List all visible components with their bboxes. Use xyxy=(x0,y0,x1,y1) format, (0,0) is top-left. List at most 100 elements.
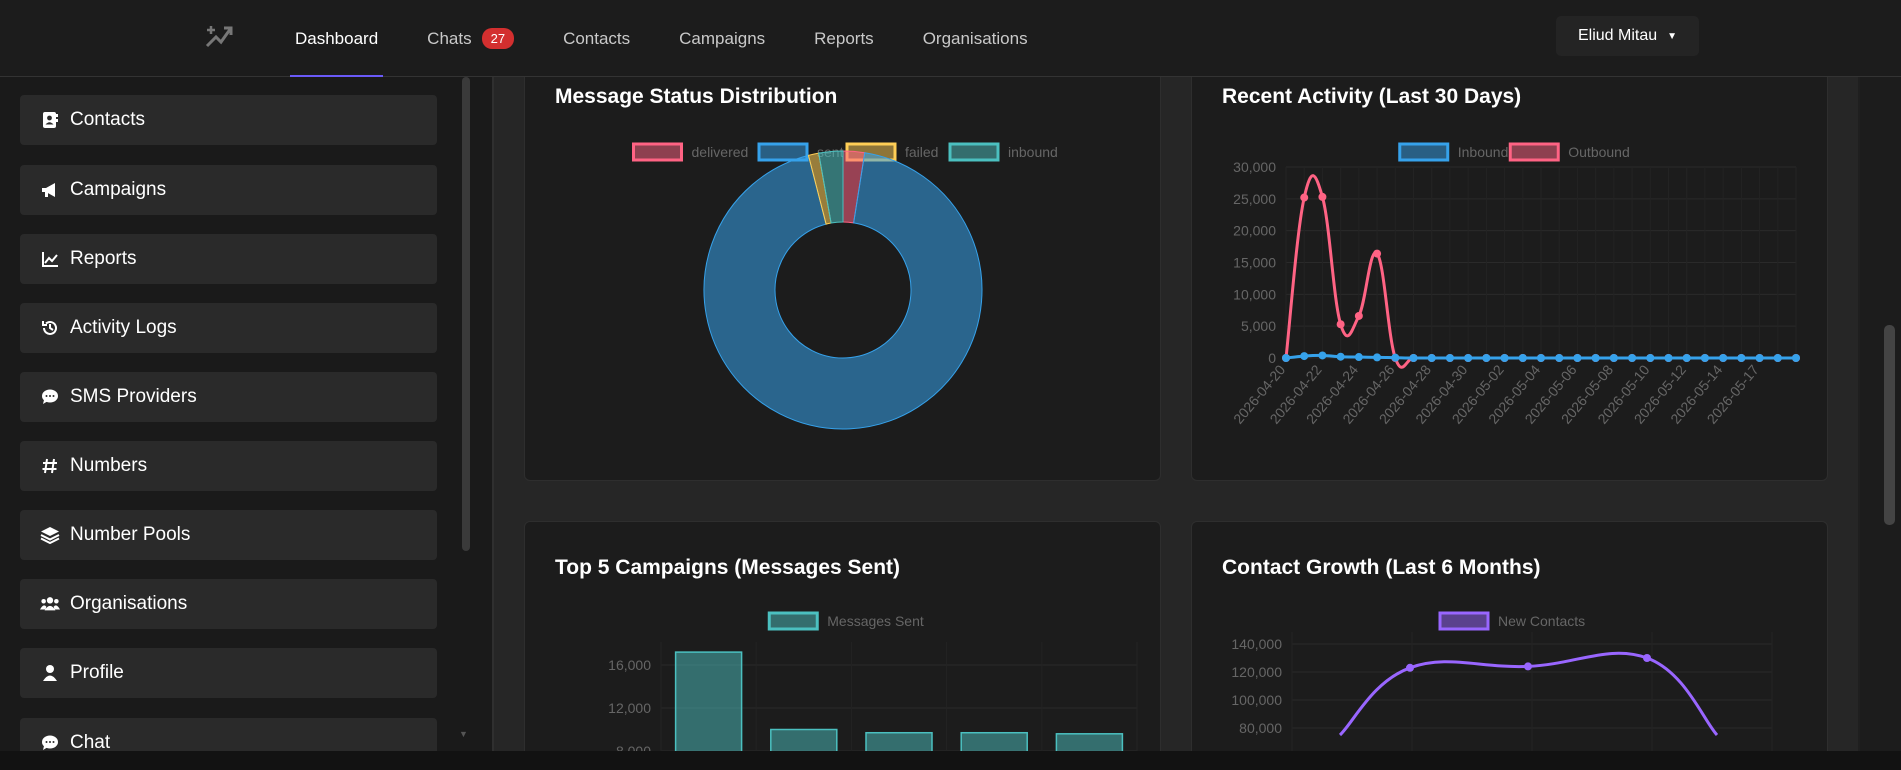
sidebar-item-label: Activity Logs xyxy=(70,317,177,338)
y-tick-label: 10,000 xyxy=(1233,286,1276,302)
nav-label: Dashboard xyxy=(295,28,379,48)
top-navbar: Dashboard Chats 27 Contacts Campaigns Rep… xyxy=(0,0,1901,77)
data-point xyxy=(1354,353,1363,362)
sidebar-item-number-pools[interactable]: Number Pools xyxy=(20,510,437,560)
data-point xyxy=(1445,354,1454,362)
data-point xyxy=(1318,192,1327,201)
nav-organisations[interactable]: Organisations xyxy=(918,0,1033,77)
contact-growth-card: Contact Growth (Last 6 Months) New Conta… xyxy=(1191,521,1828,751)
main-nav: Dashboard Chats 27 Contacts Campaigns Rep… xyxy=(290,0,1072,77)
address-book-icon xyxy=(40,110,60,130)
nav-chats[interactable]: Chats 27 xyxy=(422,0,519,77)
data-point xyxy=(1354,311,1363,320)
sidebar-scrollbar[interactable] xyxy=(462,77,470,551)
sidebar: Contacts Campaigns Reports Activity Logs… xyxy=(0,77,492,751)
data-point xyxy=(1518,354,1527,362)
data-point xyxy=(1524,662,1532,671)
bar xyxy=(960,731,1028,751)
sidebar-item-activity-logs[interactable]: Activity Logs xyxy=(20,303,437,353)
legend-label: failed xyxy=(905,144,938,160)
legend-swatch xyxy=(1508,142,1560,162)
pie-slice-sent xyxy=(703,152,983,430)
line-chart-icon xyxy=(40,249,60,269)
data-point xyxy=(1373,353,1382,362)
y-tick-label: 25,000 xyxy=(1233,191,1276,207)
sidebar-item-label: Numbers xyxy=(70,455,148,476)
hashtag-icon xyxy=(40,456,60,476)
nav-label: Organisations xyxy=(922,28,1028,48)
dashboard-content: Message Status Distribution deliveredsen… xyxy=(494,77,1858,751)
data-point xyxy=(1500,354,1509,362)
data-point xyxy=(1555,354,1564,362)
data-point xyxy=(1646,354,1655,362)
y-tick-label: 5,000 xyxy=(1241,318,1276,334)
bar xyxy=(865,731,933,751)
legend-swatch xyxy=(757,142,809,162)
data-point xyxy=(1406,663,1414,672)
recent-activity-chart: Inbound Outbound 30,000 25,000 20,000 15,000 1… xyxy=(1230,142,1800,427)
sidebar-item-label: Organisations xyxy=(70,593,188,614)
history-icon xyxy=(40,318,60,338)
y-tick-label: 15,000 xyxy=(1233,255,1276,271)
data-point xyxy=(1373,249,1382,258)
chevron-down-icon: ▼ xyxy=(1667,30,1678,42)
contact-growth-chart: New Contacts 140,000 120,000 100,000 80,000 xyxy=(1231,611,1773,751)
sidebar-item-contacts[interactable]: Contacts xyxy=(20,95,437,145)
data-point xyxy=(1643,654,1651,662)
sidebar-divider xyxy=(492,77,494,751)
data-point xyxy=(1318,351,1327,360)
y-tick-label: 30,000 xyxy=(1233,159,1276,175)
user-icon xyxy=(40,663,60,683)
nav-label: Contacts xyxy=(563,28,631,48)
legend-label: Inbound xyxy=(1458,144,1509,160)
data-point xyxy=(1682,354,1691,362)
data-point xyxy=(1591,354,1600,362)
users-icon xyxy=(40,594,60,614)
card-title: Recent Activity (Last 30 Days) xyxy=(1222,85,1522,108)
sidebar-item-campaigns[interactable]: Campaigns xyxy=(20,165,437,215)
sidebar-item-organisations[interactable]: Organisations xyxy=(20,579,437,629)
message-status-card: Message Status Distribution deliveredsen… xyxy=(524,77,1161,481)
data-point xyxy=(1391,353,1400,362)
y-tick-label: 16,000 xyxy=(608,657,651,673)
data-point xyxy=(1300,352,1309,361)
nav-dashboard[interactable]: Dashboard xyxy=(290,0,384,77)
data-point xyxy=(1664,354,1673,362)
data-point xyxy=(1573,354,1582,362)
bullhorn-icon xyxy=(40,180,60,200)
sidebar-item-sms-providers[interactable]: SMS Providers xyxy=(20,372,437,422)
card-title: Contact Growth (Last 6 Months) xyxy=(1222,556,1541,579)
data-point xyxy=(1482,354,1491,362)
y-tick-label: 120,000 xyxy=(1231,664,1282,680)
user-name: Eliud Mitau xyxy=(1577,27,1658,44)
sidebar-item-profile[interactable]: Profile xyxy=(20,648,437,698)
y-tick-label: 80,000 xyxy=(1239,720,1282,736)
recent-activity-card: Recent Activity (Last 30 Days) Inbound Ou… xyxy=(1191,77,1828,481)
pie-slice-inbound xyxy=(818,150,844,224)
legend-swatch xyxy=(1438,611,1490,631)
data-point xyxy=(1609,354,1618,362)
chats-count-badge: 27 xyxy=(481,28,515,49)
scroll-down-icon[interactable]: ▼ xyxy=(459,729,468,739)
y-tick-label: 0 xyxy=(1268,350,1276,366)
layers-icon xyxy=(40,525,60,545)
sidebar-item-reports[interactable]: Reports xyxy=(20,234,437,284)
message-status-chart: deliveredsentfailedinbound xyxy=(632,142,1058,430)
logo-icon[interactable] xyxy=(202,20,236,54)
user-menu-button[interactable]: Eliud Mitau ▼ xyxy=(1556,16,1699,56)
legend-label: Messages Sent xyxy=(827,613,924,629)
data-point xyxy=(1300,193,1309,202)
sidebar-item-numbers[interactable]: Numbers xyxy=(20,441,437,491)
legend-label: Outbound xyxy=(1568,144,1630,160)
page-scroll-thumb[interactable] xyxy=(1884,325,1895,525)
nav-reports[interactable]: Reports xyxy=(809,0,879,77)
legend-label: delivered xyxy=(692,144,749,160)
sidebar-item-label: Campaigns xyxy=(70,179,167,200)
data-point xyxy=(1537,354,1545,362)
sidebar-item-chat[interactable]: Chat xyxy=(20,718,437,751)
y-tick-label: 100,000 xyxy=(1231,692,1282,708)
nav-campaigns[interactable]: Campaigns xyxy=(674,0,770,77)
legend-swatch xyxy=(767,611,819,631)
nav-contacts[interactable]: Contacts xyxy=(558,0,635,77)
legend-swatch xyxy=(948,142,1000,162)
